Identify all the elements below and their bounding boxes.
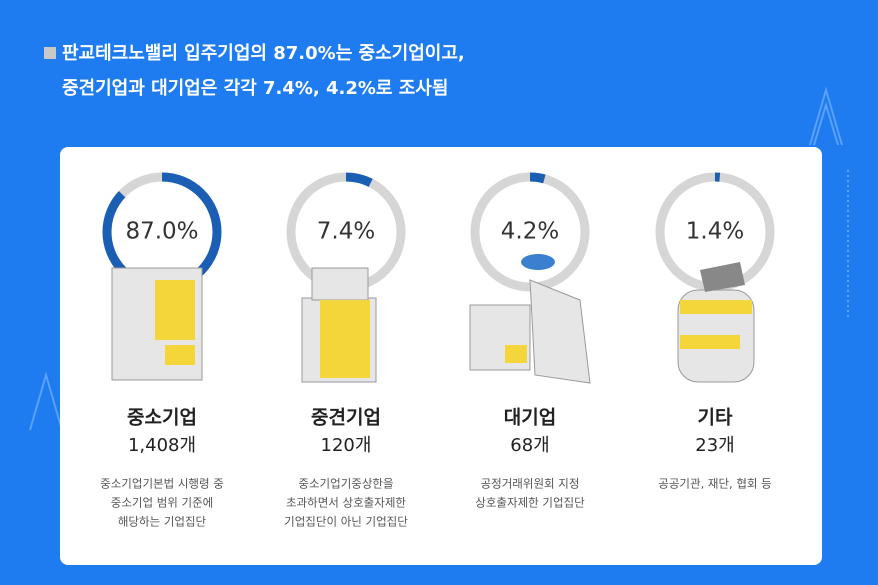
deco-arrow bbox=[29, 371, 63, 431]
value-label: 87.0% bbox=[125, 219, 198, 245]
building-body bbox=[311, 267, 369, 301]
gauge-arc bbox=[470, 172, 590, 292]
count-label: 23개 bbox=[695, 435, 734, 456]
building-roof bbox=[700, 262, 745, 292]
description: 해당하는 기업집단 bbox=[118, 515, 207, 529]
building-window bbox=[505, 345, 527, 363]
building bbox=[301, 267, 377, 383]
category-name: 대기업 bbox=[504, 407, 556, 429]
deco-arrow bbox=[809, 86, 843, 146]
building-window bbox=[680, 335, 740, 349]
category-name: 기타 bbox=[698, 407, 733, 429]
building-window bbox=[320, 300, 370, 378]
description: 중소기업 범위 기준에 bbox=[111, 496, 214, 510]
category-name: 중소기업 bbox=[127, 407, 197, 429]
description: 상호출자제한 기업집단 bbox=[475, 496, 585, 510]
description: 중소기업기중상한을 bbox=[298, 477, 393, 491]
building bbox=[111, 267, 203, 381]
value-label: 7.4% bbox=[317, 219, 375, 245]
category-name: 중견기업 bbox=[311, 407, 381, 429]
value-label: 4.2% bbox=[501, 219, 559, 245]
description: 공정거래위원회 지정 bbox=[481, 477, 580, 491]
panel bbox=[60, 147, 822, 565]
description: 기업집단이 아닌 기업집단 bbox=[284, 515, 408, 529]
title-line: 중견기업과 대기업은 각각 7.4%, 4.2%로 조사됨 bbox=[62, 78, 448, 99]
building-window bbox=[155, 280, 195, 340]
building-window bbox=[680, 300, 752, 314]
gauge-arc bbox=[655, 172, 775, 292]
value-label: 1.4% bbox=[686, 219, 744, 245]
building-roof bbox=[521, 254, 555, 270]
description: 공공기관, 재단, 협회 등 bbox=[658, 477, 772, 491]
description: 초과하면서 상호출자제한 bbox=[286, 496, 406, 510]
building bbox=[469, 254, 591, 384]
buildings bbox=[111, 254, 755, 384]
count-label: 68개 bbox=[510, 435, 549, 456]
building bbox=[677, 262, 755, 383]
description: 중소기업기본법 시행령 중 bbox=[100, 477, 224, 491]
count-label: 120개 bbox=[321, 435, 372, 456]
title-line: 판교테크노밸리 입주기업의 87.0%는 중소기업이고, bbox=[62, 42, 465, 64]
building-window bbox=[165, 345, 195, 365]
bullet bbox=[44, 47, 56, 59]
building-body bbox=[529, 279, 591, 384]
gauge-arc bbox=[286, 172, 406, 292]
count-label: 1,408개 bbox=[128, 435, 196, 456]
